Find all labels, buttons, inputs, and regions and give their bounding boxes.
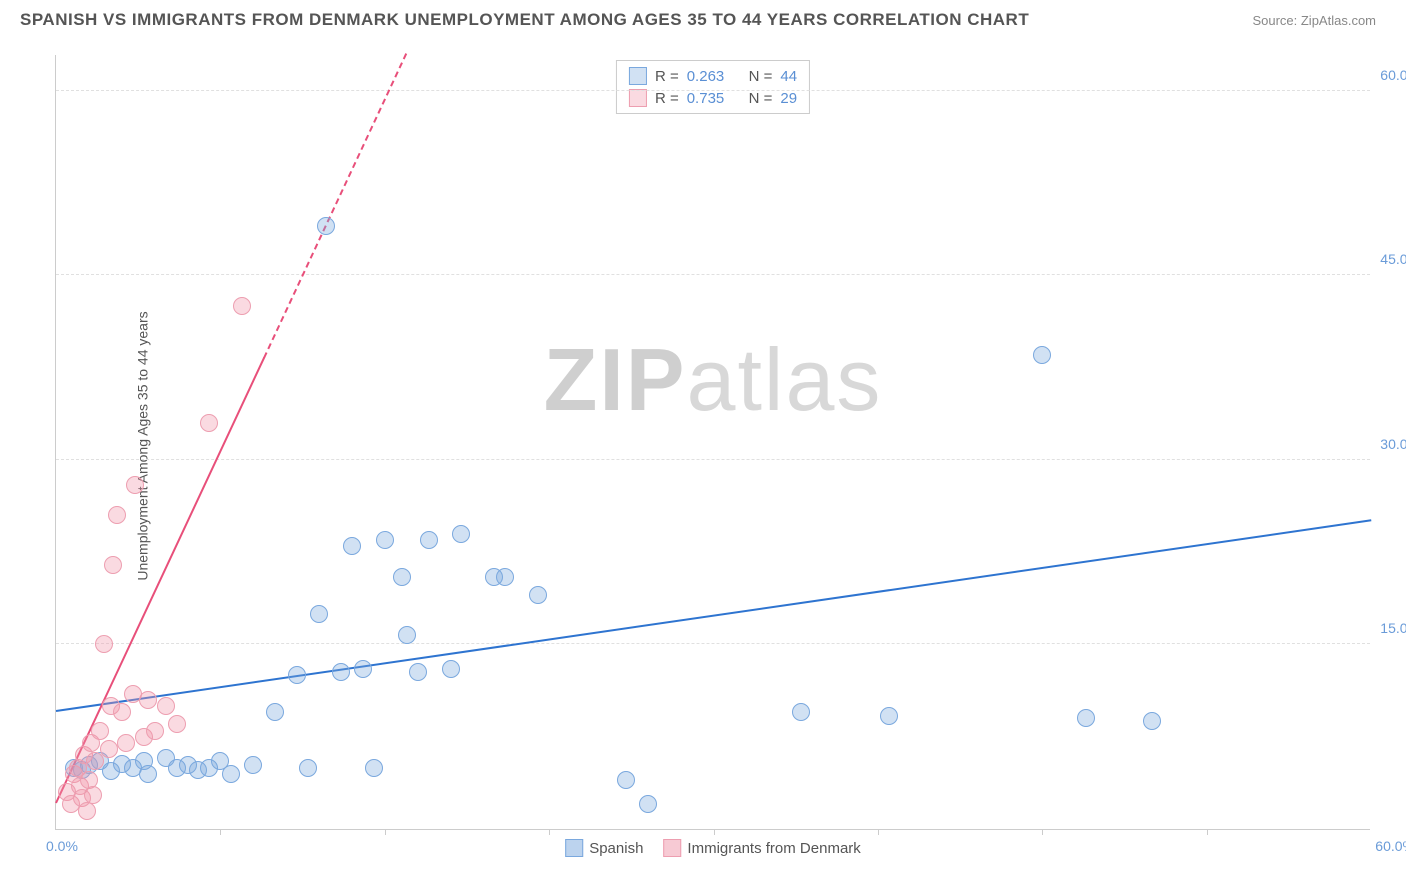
data-point	[343, 537, 361, 555]
watermark: ZIPatlas	[544, 329, 883, 431]
grid-line	[56, 90, 1370, 91]
data-point	[104, 556, 122, 574]
y-tick-label: 30.0%	[1380, 436, 1406, 452]
grid-line	[56, 274, 1370, 275]
x-tick	[385, 829, 386, 835]
data-point	[139, 691, 157, 709]
data-point	[317, 217, 335, 235]
data-point	[1143, 712, 1161, 730]
x-tick	[878, 829, 879, 835]
data-point	[266, 703, 284, 721]
data-point	[168, 715, 186, 733]
data-point	[529, 586, 547, 604]
scatter-chart: ZIPatlas R = 0.263 N = 44R = 0.735 N = 2…	[55, 55, 1370, 830]
y-tick-label: 15.0%	[1380, 620, 1406, 636]
data-point	[126, 476, 144, 494]
x-tick	[549, 829, 550, 835]
legend-swatch	[565, 839, 583, 857]
y-tick-label: 45.0%	[1380, 251, 1406, 267]
trend-line	[56, 519, 1371, 712]
data-point	[393, 568, 411, 586]
legend-swatch	[629, 67, 647, 85]
x-origin-label: 0.0%	[46, 838, 78, 854]
data-point	[222, 765, 240, 783]
data-point	[617, 771, 635, 789]
data-point	[452, 525, 470, 543]
grid-line	[56, 643, 1370, 644]
correlation-legend: R = 0.263 N = 44R = 0.735 N = 29	[616, 60, 810, 114]
chart-title: SPANISH VS IMMIGRANTS FROM DENMARK UNEMP…	[20, 10, 1029, 30]
legend-swatch	[663, 839, 681, 857]
data-point	[157, 697, 175, 715]
data-point	[200, 414, 218, 432]
x-tick	[1207, 829, 1208, 835]
data-point	[78, 802, 96, 820]
data-point	[310, 605, 328, 623]
data-point	[299, 759, 317, 777]
legend-item: Spanish	[565, 839, 643, 857]
data-point	[496, 568, 514, 586]
data-point	[113, 703, 131, 721]
data-point	[288, 666, 306, 684]
y-tick-label: 60.0%	[1380, 67, 1406, 83]
x-tick	[220, 829, 221, 835]
data-point	[91, 722, 109, 740]
data-point	[139, 765, 157, 783]
data-point	[95, 635, 113, 653]
data-point	[398, 626, 416, 644]
data-point	[233, 297, 251, 315]
data-point	[146, 722, 164, 740]
data-point	[244, 756, 262, 774]
data-point	[332, 663, 350, 681]
legend-row: R = 0.263 N = 44	[629, 65, 797, 87]
data-point	[639, 795, 657, 813]
data-point	[365, 759, 383, 777]
trend-line	[263, 53, 407, 359]
data-point	[117, 734, 135, 752]
data-point	[100, 740, 118, 758]
data-point	[880, 707, 898, 725]
data-point	[792, 703, 810, 721]
data-point	[409, 663, 427, 681]
data-point	[354, 660, 372, 678]
grid-line	[56, 459, 1370, 460]
x-tick	[1042, 829, 1043, 835]
x-tick	[714, 829, 715, 835]
data-point	[442, 660, 460, 678]
data-point	[376, 531, 394, 549]
data-point	[420, 531, 438, 549]
data-point	[1077, 709, 1095, 727]
data-point	[84, 786, 102, 804]
x-max-label: 60.0%	[1375, 838, 1406, 854]
data-point	[1033, 346, 1051, 364]
legend-swatch	[629, 89, 647, 107]
series-legend: Spanish Immigrants from Denmark	[565, 839, 861, 857]
source-label: Source: ZipAtlas.com	[1252, 13, 1376, 28]
data-point	[108, 506, 126, 524]
legend-item: Immigrants from Denmark	[663, 839, 860, 857]
